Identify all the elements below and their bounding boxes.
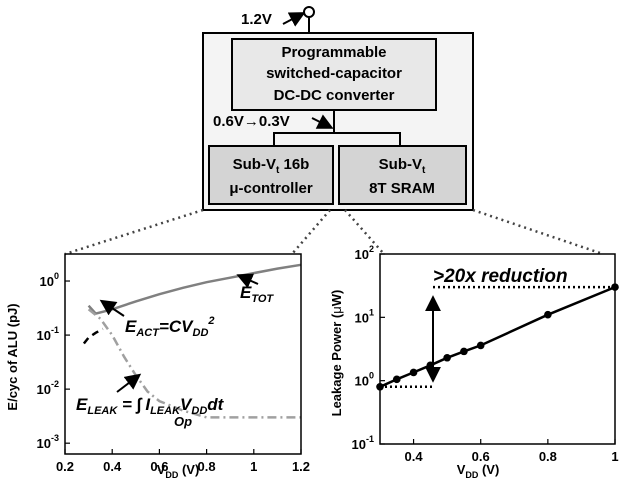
energy-ytick-label-1: 10-1 [37, 325, 59, 343]
energy-ytick-label-3: 10-3 [37, 433, 59, 451]
energy-ytick-label-0: 100 [40, 271, 59, 289]
energy-xtick-label-4: 1 [250, 459, 257, 474]
leakage-xtick-label-3: 1 [611, 449, 618, 464]
annotation-etot-arrow [236, 273, 259, 289]
annotation-eact-arrow [99, 299, 125, 317]
power-bus-split [273, 132, 401, 146]
leakage-point-3 [426, 361, 435, 370]
reduction-annotation: >20x reduction [433, 266, 568, 287]
energy-xtick-label-3: 0.8 [198, 459, 216, 474]
energy-chart-xlabel: VDD (V) [157, 462, 200, 479]
energy-xtick-label-2: 0.6 [150, 459, 168, 474]
leakage-point-7 [544, 310, 552, 319]
leakage-chart-ylabel: Leakage Power (μW) [329, 290, 344, 417]
energy-xtick-label-5: 1.2 [292, 459, 310, 474]
zoom-guide-left-2 [291, 209, 331, 255]
energy-chart: E/cyc of ALU (pJ) 100 10-1 10-2 10-3 0.2 0.4… [5, 253, 310, 479]
leakage-xtick-label-1: 0.6 [472, 449, 490, 464]
leakage-point-2 [409, 368, 418, 377]
input-voltage-label: 1.2V [241, 11, 272, 28]
annotation-eleak-arrow [116, 373, 142, 393]
leakage-point-5 [460, 347, 468, 356]
input-terminal [303, 6, 315, 18]
leakage-chart-xticks: 0.4 0.6 0.8 1 [405, 439, 619, 464]
converter-line-3: DC-DC converter [274, 87, 395, 104]
annotation-eleak-op: Op [174, 414, 192, 429]
block-diagram: 1.2V Programmable switched-capacitor DC-… [64, 6, 604, 256]
leakage-ytick-label-2: 100 [355, 371, 374, 389]
leakage-ytick-label-1: 101 [355, 307, 374, 325]
sram-box [338, 145, 467, 205]
leakage-xtick-label-2: 0.8 [539, 449, 557, 464]
dc-dc-converter-box [231, 38, 437, 111]
output-voltage-label: 0.6V→0.3V [213, 113, 290, 130]
annotation-eleak: ELEAK = ∫ ILEAKVDDdt [76, 395, 225, 417]
sram-line-1: Sub-Vt [379, 156, 426, 176]
annotation-etot: ETOT [240, 283, 274, 305]
leakage-chart-xlabel: VDD (V) [457, 462, 500, 479]
leakage-point-6 [476, 341, 485, 350]
sram-line-2: 8T SRAM [369, 180, 435, 197]
zoom-guide-left-1 [64, 208, 204, 256]
leakage-ytick-label-0: 102 [355, 244, 374, 262]
energy-chart-plot-area [64, 253, 302, 455]
energy-series-e-tot [87, 263, 302, 315]
microcontroller-line-2: μ-controller [229, 180, 313, 197]
leakage-ytick-label-3: 10-1 [352, 434, 374, 452]
converter-line-2: switched-capacitor [266, 65, 402, 82]
output-arrow [311, 114, 334, 129]
energy-series-e-act [82, 327, 104, 345]
converter-line-1: Programmable [281, 44, 386, 61]
annotation-eact: EACT=CVDD2 [125, 315, 215, 339]
energy-xtick-label-0: 0.2 [56, 459, 74, 474]
energy-ytick-label-2: 10-2 [37, 379, 59, 397]
leakage-point-1 [392, 375, 401, 384]
input-arrow [282, 12, 306, 27]
microcontroller-line-1: Sub-Vt 16b [233, 156, 310, 176]
energy-chart-xticks: 0.2 0.4 0.6 0.8 1 1.2 [56, 449, 310, 474]
energy-chart-ylabel: E/cyc of ALU (pJ) [5, 303, 20, 410]
leakage-chart-plot-area [379, 253, 616, 445]
zoom-guide-right-1 [344, 209, 385, 255]
energy-chart-yticks: 100 10-1 10-2 10-3 [37, 271, 70, 451]
energy-series-e-leak [87, 308, 301, 419]
zoom-guide-right-2 [472, 208, 604, 256]
leakage-point-4 [443, 353, 451, 362]
leakage-chart-yticks: 102 101 100 10-1 [352, 244, 385, 452]
microcontroller-box [208, 145, 334, 205]
leakage-xtick-label-0: 0.4 [405, 449, 424, 464]
energy-xtick-label-1: 0.4 [103, 459, 122, 474]
